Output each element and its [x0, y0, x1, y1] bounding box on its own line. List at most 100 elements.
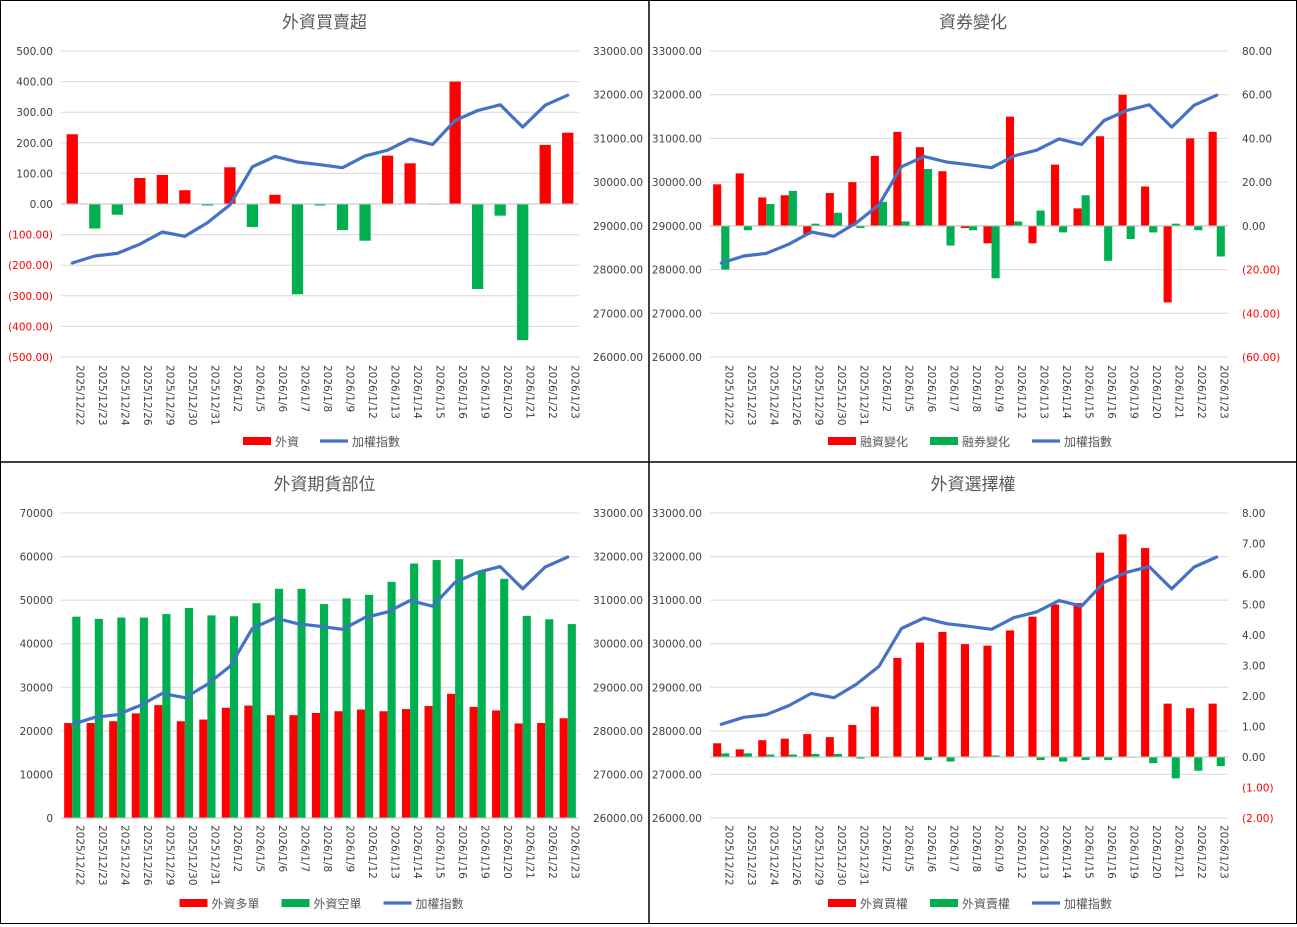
category-label: 2025/12/26	[141, 825, 153, 886]
bar	[1194, 225, 1203, 231]
right-tick-label: 30000.00	[593, 177, 643, 189]
bar	[1216, 225, 1225, 257]
category-label: 2026/1/14	[411, 365, 423, 419]
category-label: 2026/1/7	[947, 825, 959, 872]
category-label: 2026/1/19	[479, 365, 491, 419]
left-tick-label: 0.00	[30, 199, 53, 211]
right-tick-label: 31000.00	[593, 595, 643, 607]
bar	[221, 707, 230, 818]
bar	[494, 204, 506, 216]
category-label: 2026/1/9	[344, 825, 356, 872]
bar	[72, 616, 81, 818]
category-label: 2026/1/20	[501, 825, 513, 879]
right-tick-label: (60.00)	[1242, 352, 1280, 364]
right-axis: 8.00 7.00 6.00 5.00 4.00 3.00 2.00 1.00 0.00 (1.0…	[1242, 508, 1274, 825]
bar	[1028, 616, 1037, 757]
left-tick-label: 31000.00	[652, 133, 702, 145]
chart-title: 外資選擇權	[931, 475, 1016, 495]
bar	[870, 155, 879, 226]
right-tick-label: 80.00	[1242, 46, 1272, 58]
bar	[545, 619, 554, 818]
bar	[89, 204, 101, 229]
bars	[713, 534, 1225, 779]
bar	[537, 723, 546, 818]
category-label: 2026/1/14	[1060, 825, 1072, 879]
bar	[721, 753, 730, 757]
bar	[109, 721, 118, 818]
category-label: 2026/1/12	[1015, 825, 1027, 879]
bars	[66, 81, 574, 341]
bar	[207, 615, 216, 818]
right-tick-label: 8.00	[1242, 508, 1265, 520]
bar	[713, 184, 722, 226]
category-label: 2025/12/31	[208, 825, 220, 886]
category-label: 2026/1/6	[276, 365, 288, 412]
category-label: 2025/12/22	[73, 825, 85, 886]
right-axis: 80.00 60.00 40.00 20.00 0.00 (20.00) (40.00) (6…	[1242, 46, 1280, 364]
bar	[1194, 757, 1203, 771]
bar	[447, 693, 456, 818]
chart-margin-short-change: 資券變化 33000.00 32000.00 31000.00 30000.00 2900…	[652, 13, 1280, 449]
category-label: 2026/1/20	[1150, 365, 1162, 419]
right-tick-label: 33000.00	[593, 46, 643, 58]
left-axis: 500.00 400.00 300.00 200.00 100.00 0.00 (100.0…	[8, 46, 53, 364]
bar	[1005, 630, 1015, 757]
left-tick-label: 60000	[20, 552, 53, 564]
right-tick-label: 33000.00	[593, 508, 643, 520]
category-label: 2026/1/20	[501, 365, 513, 419]
bar	[1149, 757, 1158, 764]
category-label: 2026/1/16	[456, 365, 468, 419]
category-label: 2026/1/15	[1083, 825, 1095, 879]
right-tick-label: 0.00	[1242, 752, 1265, 764]
category-label: 2026/1/6	[925, 825, 937, 872]
left-tick-label: 400.00	[16, 77, 53, 89]
bar	[252, 603, 261, 818]
bar	[915, 642, 924, 757]
category-label: 2025/12/31	[208, 365, 220, 426]
left-tick-label: (200.00)	[8, 260, 53, 272]
bar	[562, 132, 574, 204]
bar	[1005, 116, 1015, 226]
category-label: 2025/12/26	[141, 365, 153, 426]
left-axis: 70000 60000 50000 40000 30000 20000 10000 0	[20, 508, 53, 825]
bar	[559, 718, 568, 818]
bar	[825, 737, 834, 757]
chart-panel-margin-short-change: 資券變化 33000.00 32000.00 31000.00 30000.00 2900…	[650, 1, 1296, 461]
category-label: 2026/1/13	[389, 365, 401, 419]
bar	[401, 709, 411, 818]
category-label: 2025/12/26	[790, 365, 802, 426]
legend-swatch	[930, 899, 958, 907]
left-tick-label: 29000.00	[652, 682, 702, 694]
right-tick-label: 26000.00	[593, 813, 643, 825]
chart-title: 外資買賣超	[282, 13, 367, 33]
bar	[320, 604, 329, 818]
bar	[1059, 225, 1068, 233]
category-label: 2026/1/2	[880, 825, 892, 872]
bar	[1216, 757, 1225, 767]
bar	[1163, 225, 1172, 303]
category-label: 2026/1/12	[366, 365, 378, 419]
bar	[342, 598, 351, 818]
bar	[567, 624, 576, 818]
bar	[334, 711, 343, 818]
bar	[1073, 602, 1082, 757]
category-label: 2026/1/15	[434, 825, 446, 879]
right-tick-label: 27000.00	[593, 308, 643, 320]
category-label: 2026/1/5	[253, 825, 265, 872]
right-tick-label: 60.00	[1242, 90, 1272, 102]
category-label: 2026/1/21	[1173, 365, 1185, 419]
bar	[713, 743, 722, 757]
right-tick-label: 32000.00	[593, 90, 643, 102]
left-tick-label: 300.00	[16, 107, 53, 119]
bar	[983, 645, 992, 757]
category-label: 2025/12/30	[835, 365, 847, 426]
bar	[1186, 138, 1195, 226]
left-tick-label: 26000.00	[652, 813, 702, 825]
bar	[780, 195, 789, 226]
category-labels: 2025/12/22 2025/12/23 2025/12/24 2025/12/26…	[73, 825, 580, 886]
bar	[1208, 131, 1217, 226]
legend-label: 外資	[275, 435, 299, 449]
bar	[960, 644, 969, 757]
category-label: 2025/12/29	[163, 825, 175, 886]
legend-label: 融資變化	[860, 434, 908, 449]
